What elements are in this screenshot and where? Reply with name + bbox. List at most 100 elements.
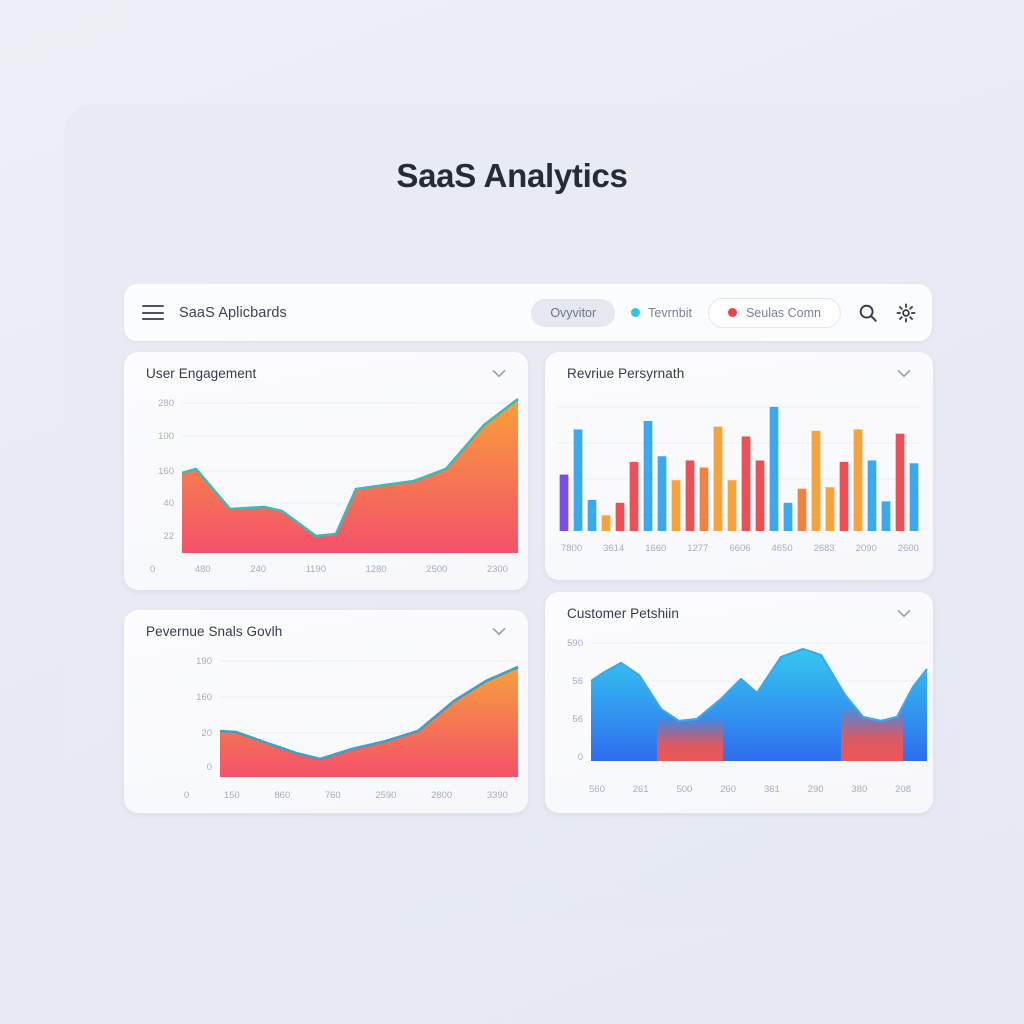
x-tick: 4650 <box>771 543 793 554</box>
x-tick: 2090 <box>855 543 877 554</box>
card-title: Revriue Persyrnath <box>567 366 685 381</box>
bar <box>895 433 905 531</box>
y-tick: 280 <box>158 398 174 409</box>
chevron-down-icon[interactable] <box>492 369 506 378</box>
chart-revenue-perspective: 7800 3614 1660 1277 6606 4650 2683 2090 … <box>545 381 933 554</box>
x-tick: 2683 <box>813 543 835 554</box>
y-tick: 160 <box>196 692 212 703</box>
chevron-down-icon[interactable] <box>897 369 911 378</box>
bar-series <box>559 406 919 531</box>
bar <box>769 406 779 531</box>
bar <box>839 461 849 531</box>
bar <box>671 480 681 531</box>
area-chart-svg: 280 100 160 40 22 <box>158 397 519 553</box>
top-navbar: SaaS Aplicbards Ovyvitor Tevrnbit Seulas… <box>124 284 932 341</box>
card-revenue-perspective: Revriue Persyrnath 7800 3614 1660 1277 6… <box>545 352 933 580</box>
bar <box>713 426 723 531</box>
x-axis-labels: 7800 3614 1660 1277 6606 4650 2683 2090 … <box>545 541 933 554</box>
chart-customer-retention: 590 56 56 0 560 261 500 260 361 290 380 <box>545 621 933 795</box>
area-fill <box>182 399 518 553</box>
x-tick: 208 <box>895 784 911 795</box>
y-tick: 22 <box>163 531 174 542</box>
card-header: Customer Petshiin <box>545 592 933 621</box>
y-tick: 56 <box>572 676 583 687</box>
gear-icon[interactable] <box>895 302 917 324</box>
bar <box>867 460 877 531</box>
x-axis-labels: 560 261 500 260 361 290 380 208 <box>545 781 933 795</box>
bar <box>601 515 611 531</box>
x-axis-labels: 0 150 860 760 2590 2800 3390 <box>124 787 528 801</box>
x-tick: 2600 <box>897 543 919 554</box>
bar <box>685 460 695 531</box>
bar <box>629 461 639 531</box>
bar <box>783 502 793 531</box>
x-tick: 560 <box>589 784 605 795</box>
x-tick: 2300 <box>486 564 508 575</box>
bar <box>573 429 583 531</box>
bar <box>811 430 821 531</box>
y-tick: 100 <box>158 431 174 442</box>
bar <box>755 460 765 531</box>
x-tick: 260 <box>720 784 737 795</box>
bar <box>881 501 891 531</box>
card-header: Revriue Persyrnath <box>545 352 933 381</box>
card-header: User Engagement <box>124 352 528 381</box>
x-tick: 261 <box>632 784 649 795</box>
y-tick: 190 <box>196 656 212 667</box>
brand-label: SaaS Aplicbards <box>179 304 287 321</box>
status-badge[interactable]: Seulas Comn <box>707 297 841 328</box>
card-title: Customer Petshiin <box>567 606 679 621</box>
tab-overview[interactable]: Ovyvitor <box>531 298 616 327</box>
chart-revenue-sales-growth: 190 160 20 0 0 150 860 760 2590 2800 339… <box>124 639 528 801</box>
status-dot-icon <box>631 308 641 317</box>
bar <box>643 420 653 531</box>
y-tick: 56 <box>572 714 583 725</box>
navbar-actions: Ovyvitor Tevrnbit Seulas Comn <box>531 297 917 328</box>
x-tick: 7800 <box>561 543 583 554</box>
card-title: User Engagement <box>146 366 257 381</box>
nav-status-item[interactable]: Tevrnbit <box>631 306 692 320</box>
nav-status-label: Tevrnbit <box>648 305 692 320</box>
y-tick: 160 <box>158 466 174 477</box>
bar <box>615 502 625 531</box>
x-tick: 361 <box>763 784 780 795</box>
x-tick: 1660 <box>645 543 667 554</box>
chevron-down-icon[interactable] <box>897 609 911 618</box>
chart-user-engagement: 280 100 160 40 22 0 480 240 1190 1280 25… <box>124 381 528 575</box>
area-chart-svg: 190 160 20 0 <box>196 656 519 777</box>
area-line <box>219 665 519 761</box>
bar <box>657 456 667 531</box>
card-user-engagement: User Engagement 280 100 <box>124 352 528 590</box>
x-tick: 380 <box>851 784 868 795</box>
x-tick: 3614 <box>603 543 625 554</box>
x-tick: 3390 <box>486 790 508 801</box>
area-line <box>181 397 519 538</box>
bar <box>559 474 569 531</box>
x-tick: 860 <box>274 790 291 801</box>
status-badge-label: Seulas Comn <box>745 305 821 320</box>
x-tick: 240 <box>250 564 267 575</box>
x-axis-labels: 0 480 240 1190 1280 2500 2300 <box>124 561 528 575</box>
x-tick: 760 <box>324 790 341 801</box>
alert-dot-icon <box>727 308 737 317</box>
x-tick: 290 <box>807 784 824 795</box>
card-header: Pevernue Snals Govlh <box>124 610 528 639</box>
bar <box>825 487 835 531</box>
x-tick: 6606 <box>729 543 751 554</box>
x-tick: 1190 <box>305 564 326 575</box>
bar <box>909 463 919 531</box>
card-title: Pevernue Snals Govlh <box>146 624 283 639</box>
x-tick: 0 <box>150 564 156 575</box>
y-tick: 20 <box>201 728 212 739</box>
bar <box>797 488 807 531</box>
x-tick: 2590 <box>375 790 397 801</box>
x-tick: 1277 <box>687 543 709 554</box>
search-icon[interactable] <box>857 302 879 324</box>
bar <box>727 480 737 531</box>
x-tick: 2500 <box>426 564 448 575</box>
chevron-down-icon[interactable] <box>492 627 506 636</box>
y-tick: 40 <box>163 498 174 509</box>
card-customer-retention: Customer Petshiin <box>545 592 933 813</box>
hamburger-icon[interactable] <box>142 305 164 320</box>
